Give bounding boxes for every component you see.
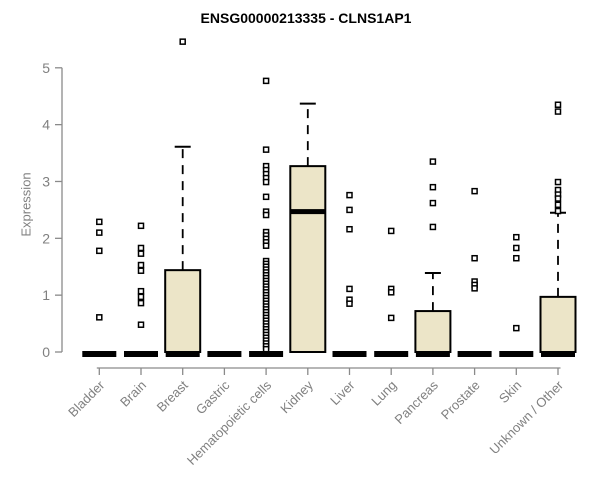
median-line bbox=[457, 351, 492, 357]
outlier-point bbox=[96, 247, 103, 255]
outlier-point bbox=[387, 314, 395, 322]
box bbox=[164, 269, 202, 353]
box bbox=[414, 310, 452, 353]
outlier-point bbox=[262, 146, 270, 153]
x-tick-label: Breast bbox=[154, 377, 191, 414]
x-tick-label: Skin bbox=[496, 378, 524, 406]
outlier-point bbox=[96, 229, 103, 236]
outlier-point bbox=[346, 206, 353, 214]
outlier-point bbox=[179, 38, 186, 45]
x-tick-label: Unknown / Other bbox=[487, 377, 567, 457]
outlier-point bbox=[137, 261, 145, 269]
outlier-point bbox=[137, 287, 145, 295]
outlier-point bbox=[429, 183, 437, 191]
outlier-point bbox=[554, 108, 562, 115]
outlier-point bbox=[137, 321, 145, 328]
outlier-point bbox=[513, 324, 520, 332]
outlier-point bbox=[137, 293, 145, 301]
y-tick-label: 1 bbox=[42, 287, 50, 303]
outlier-point bbox=[96, 218, 103, 226]
outlier-point bbox=[137, 299, 145, 307]
outlier-point bbox=[429, 199, 437, 207]
outlier-point bbox=[137, 222, 145, 230]
outlier-point bbox=[471, 254, 478, 262]
median-line bbox=[165, 351, 200, 357]
outlier-point bbox=[346, 285, 353, 293]
outlier-point bbox=[554, 207, 562, 215]
y-tick-label: 3 bbox=[42, 173, 50, 189]
outlier-point bbox=[96, 314, 103, 321]
median-line bbox=[249, 351, 284, 357]
median-line bbox=[415, 351, 450, 357]
y-tick-label: 5 bbox=[42, 60, 50, 76]
x-tick-label: Brain bbox=[117, 378, 149, 410]
x-tick-label: Liver bbox=[327, 377, 358, 408]
outlier-point bbox=[137, 244, 145, 252]
outlier-point bbox=[429, 223, 437, 231]
outlier-point bbox=[471, 187, 478, 195]
median-line bbox=[332, 351, 367, 357]
outlier-point bbox=[513, 254, 520, 262]
outlier-point bbox=[554, 201, 562, 209]
outlier-point bbox=[262, 345, 270, 353]
box bbox=[289, 165, 327, 353]
box bbox=[539, 295, 577, 354]
median-line bbox=[124, 351, 158, 357]
outlier-point bbox=[137, 250, 145, 257]
median-line bbox=[541, 351, 575, 357]
x-tick-label: Lung bbox=[368, 378, 399, 409]
y-tick-label: 4 bbox=[42, 117, 50, 133]
outlier-point bbox=[346, 191, 353, 199]
y-tick-label: 0 bbox=[42, 344, 50, 360]
x-tick-label: Bladder bbox=[65, 377, 108, 420]
outlier-point bbox=[513, 244, 520, 252]
outlier-point bbox=[262, 211, 270, 219]
outlier-point bbox=[262, 242, 270, 249]
outlier-point bbox=[346, 300, 353, 307]
outlier-point bbox=[429, 158, 437, 165]
outlier-point bbox=[262, 77, 270, 85]
outlier-point bbox=[387, 289, 395, 296]
chart-title: ENSG00000213335 - CLNS1AP1 bbox=[200, 10, 412, 26]
x-tick-label: Kidney bbox=[277, 377, 316, 416]
outlier-point bbox=[262, 178, 270, 186]
median-line bbox=[207, 351, 242, 357]
outlier-point bbox=[554, 178, 562, 186]
median-line bbox=[499, 351, 534, 357]
outlier-point bbox=[137, 267, 145, 274]
median-line bbox=[374, 351, 409, 357]
outlier-point bbox=[387, 227, 395, 235]
median-line bbox=[290, 209, 326, 215]
x-tick-label: Prostate bbox=[438, 378, 483, 423]
outlier-point bbox=[554, 195, 562, 202]
x-tick-label: Pancreas bbox=[392, 377, 442, 427]
outlier-point bbox=[471, 285, 478, 292]
outlier-point bbox=[262, 193, 270, 201]
outlier-point bbox=[554, 101, 562, 108]
median-line bbox=[82, 351, 117, 357]
y-tick-label: 2 bbox=[42, 230, 50, 246]
x-tick-label: Gastric bbox=[193, 377, 233, 417]
outlier-point bbox=[346, 225, 353, 233]
outlier-point bbox=[513, 233, 520, 241]
